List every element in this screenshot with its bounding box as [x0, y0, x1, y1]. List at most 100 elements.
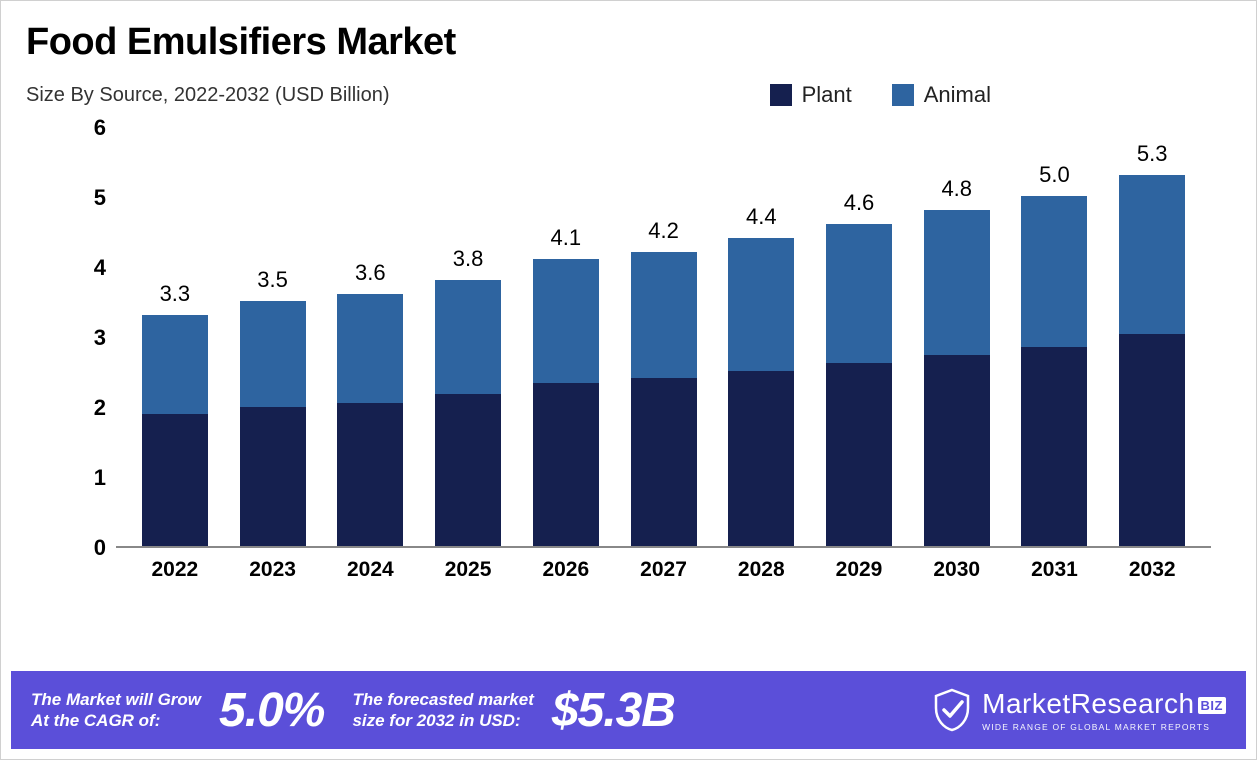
bar-group: 4.2 — [615, 128, 713, 546]
bar-value-label: 3.6 — [355, 260, 386, 286]
bar-segment-animal — [826, 224, 892, 363]
bar-stack — [1021, 196, 1087, 546]
x-tick-label: 2026 — [517, 558, 615, 582]
y-tick-label: 6 — [94, 115, 106, 141]
bar-group: 3.8 — [419, 128, 517, 546]
footer-banner: The Market will GrowAt the CAGR of: 5.0%… — [11, 671, 1246, 749]
legend-label-plant: Plant — [802, 82, 852, 108]
bar-segment-plant — [631, 378, 697, 546]
x-tick-label: 2029 — [810, 558, 908, 582]
bar-segment-animal — [533, 259, 599, 383]
bar-value-label: 4.4 — [746, 204, 777, 230]
bar-segment-animal — [631, 252, 697, 378]
bar-value-label: 3.3 — [160, 281, 191, 307]
y-tick-label: 2 — [94, 395, 106, 421]
x-tick-label: 2032 — [1103, 558, 1201, 582]
brand-text: MarketResearchBIZ WIDE RANGE OF GLOBAL M… — [982, 688, 1226, 732]
legend: Plant Animal — [770, 82, 1231, 108]
legend-label-animal: Animal — [924, 82, 991, 108]
y-tick-label: 0 — [94, 535, 106, 561]
brand-logo: MarketResearchBIZ WIDE RANGE OF GLOBAL M… — [932, 688, 1226, 732]
brand-name-main: MarketResearch — [982, 688, 1194, 719]
chart-title: Food Emulsifiers Market — [26, 21, 1231, 64]
cagr-label: The Market will GrowAt the CAGR of: — [31, 689, 201, 732]
bar-segment-plant — [240, 407, 306, 546]
bar-value-label: 4.8 — [941, 176, 972, 202]
x-tick-label: 2022 — [126, 558, 224, 582]
bar-value-label: 3.5 — [257, 267, 288, 293]
bar-segment-animal — [1021, 196, 1087, 347]
bar-value-label: 4.6 — [844, 190, 875, 216]
bar-segment-plant — [142, 414, 208, 546]
bar-stack — [240, 301, 306, 546]
chart-area: 0123456 3.33.53.63.84.14.24.44.64.85.05.… — [66, 128, 1231, 608]
y-tick-label: 3 — [94, 325, 106, 351]
header-row: Size By Source, 2022-2032 (USD Billion) … — [26, 82, 1231, 108]
x-tick-label: 2027 — [615, 558, 713, 582]
brand-suffix: BIZ — [1198, 697, 1226, 714]
x-tick-label: 2028 — [712, 558, 810, 582]
forecast-value: $5.3B — [552, 683, 675, 738]
chart-card: Food Emulsifiers Market Size By Source, … — [0, 0, 1257, 760]
bar-group: 5.0 — [1006, 128, 1104, 546]
bar-segment-animal — [924, 210, 990, 355]
bar-group: 4.4 — [712, 128, 810, 546]
bar-segment-animal — [728, 238, 794, 371]
bar-segment-animal — [435, 280, 501, 394]
brand-tagline: WIDE RANGE OF GLOBAL MARKET REPORTS — [982, 722, 1226, 732]
x-tick-label: 2031 — [1006, 558, 1104, 582]
bar-group: 4.8 — [908, 128, 1006, 546]
x-tick-label: 2025 — [419, 558, 517, 582]
y-axis: 0123456 — [66, 128, 116, 548]
x-tick-label: 2023 — [224, 558, 322, 582]
bar-stack — [1119, 175, 1185, 546]
x-tick-label: 2030 — [908, 558, 1006, 582]
bar-segment-plant — [1021, 347, 1087, 547]
x-tick-label: 2024 — [321, 558, 419, 582]
plot: 3.3 3.5 3.6 3.8 4.1 4.2 4.4 4.6 4.8 5.0 5.3 — [116, 128, 1211, 548]
bar-value-label: 5.3 — [1137, 141, 1168, 167]
bar-segment-plant — [924, 355, 990, 546]
bar-stack — [631, 252, 697, 546]
y-tick-label: 5 — [94, 185, 106, 211]
chart-subtitle: Size By Source, 2022-2032 (USD Billion) — [26, 84, 770, 107]
y-tick-label: 4 — [94, 255, 106, 281]
bar-segment-animal — [337, 294, 403, 403]
bars-container: 3.3 3.5 3.6 3.8 4.1 4.2 4.4 4.6 4.8 5.0 5.3 — [116, 128, 1211, 546]
x-axis-labels: 2022202320242025202620272028202920302031… — [116, 548, 1211, 582]
cagr-value: 5.0% — [219, 683, 324, 738]
bar-segment-plant — [435, 394, 501, 546]
bar-stack — [924, 210, 990, 546]
bar-segment-plant — [728, 371, 794, 546]
bar-stack — [826, 224, 892, 546]
bar-segment-animal — [1119, 175, 1185, 334]
legend-item-plant: Plant — [770, 82, 852, 108]
legend-item-animal: Animal — [892, 82, 991, 108]
bar-group: 5.3 — [1103, 128, 1201, 546]
bar-segment-plant — [826, 363, 892, 546]
bar-stack — [533, 259, 599, 546]
bar-segment-plant — [337, 403, 403, 547]
bar-group: 3.3 — [126, 128, 224, 546]
bar-stack — [435, 280, 501, 546]
bar-segment-animal — [142, 315, 208, 414]
bar-group: 3.6 — [321, 128, 419, 546]
bar-group: 4.1 — [517, 128, 615, 546]
bar-segment-plant — [1119, 334, 1185, 546]
y-tick-label: 1 — [94, 465, 106, 491]
bar-group: 3.5 — [224, 128, 322, 546]
forecast-label: The forecasted marketsize for 2032 in US… — [352, 689, 533, 732]
bar-group: 4.6 — [810, 128, 908, 546]
bar-value-label: 4.1 — [551, 225, 582, 251]
bar-value-label: 5.0 — [1039, 162, 1070, 188]
legend-swatch-plant — [770, 84, 792, 106]
plot-wrap: 3.33.53.63.84.14.24.44.64.85.05.3 202220… — [116, 128, 1211, 608]
bar-value-label: 4.2 — [648, 218, 679, 244]
bar-stack — [337, 294, 403, 546]
bar-segment-plant — [533, 383, 599, 546]
legend-swatch-animal — [892, 84, 914, 106]
bar-segment-animal — [240, 301, 306, 407]
brand-name: MarketResearchBIZ — [982, 688, 1226, 720]
checkmark-icon — [932, 688, 972, 732]
bar-stack — [728, 238, 794, 546]
